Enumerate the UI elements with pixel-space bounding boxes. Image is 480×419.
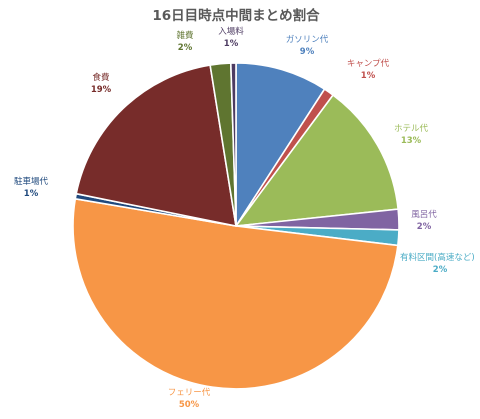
slice-percent-5: 2% [433,265,448,275]
pie-slice-6 [72,197,399,390]
pie-slices [72,62,400,390]
slice-labels: ガソリン代 9% キャンプ代 1% ホテル代 13% 風呂代 2% 有料区間(高速など) 2% フェ… [14,26,475,410]
slice-percent-2: 1% [361,71,376,81]
slice-label-6: フェリー代 [168,387,211,398]
slice-percent-3: 13% [401,136,422,146]
slice-label-8: 食費 [92,72,110,83]
slice-percent-8: 19% [91,85,112,95]
pie-slice-3 [234,93,400,227]
slice-percent-10: 1% [224,39,239,49]
slice-label-9: 雑費 [176,30,194,41]
pie-slice-8 [75,64,237,228]
pie-slice-10 [229,62,237,227]
slice-label-5: 有料区間(高速など) [400,252,475,263]
pie-slice-1 [235,62,326,229]
slice-percent-7: 1% [24,189,39,199]
slice-percent-9: 2% [178,43,193,53]
slice-percent-1: 9% [300,47,315,57]
slice-label-7: 駐車場代 [14,176,49,187]
slice-percent-4: 2% [417,222,432,232]
slice-label-3: ホテル代 [394,123,429,134]
chart-title: 16日目時点中間まとめ割合 [152,7,320,24]
slice-label-10: 入場料 [218,26,244,37]
slice-label-2: キャンプ代 [347,58,390,69]
slice-percent-6: 50% [179,400,200,410]
slice-label-1: ガソリン代 [286,34,329,45]
slice-label-4: 風呂代 [411,209,437,220]
